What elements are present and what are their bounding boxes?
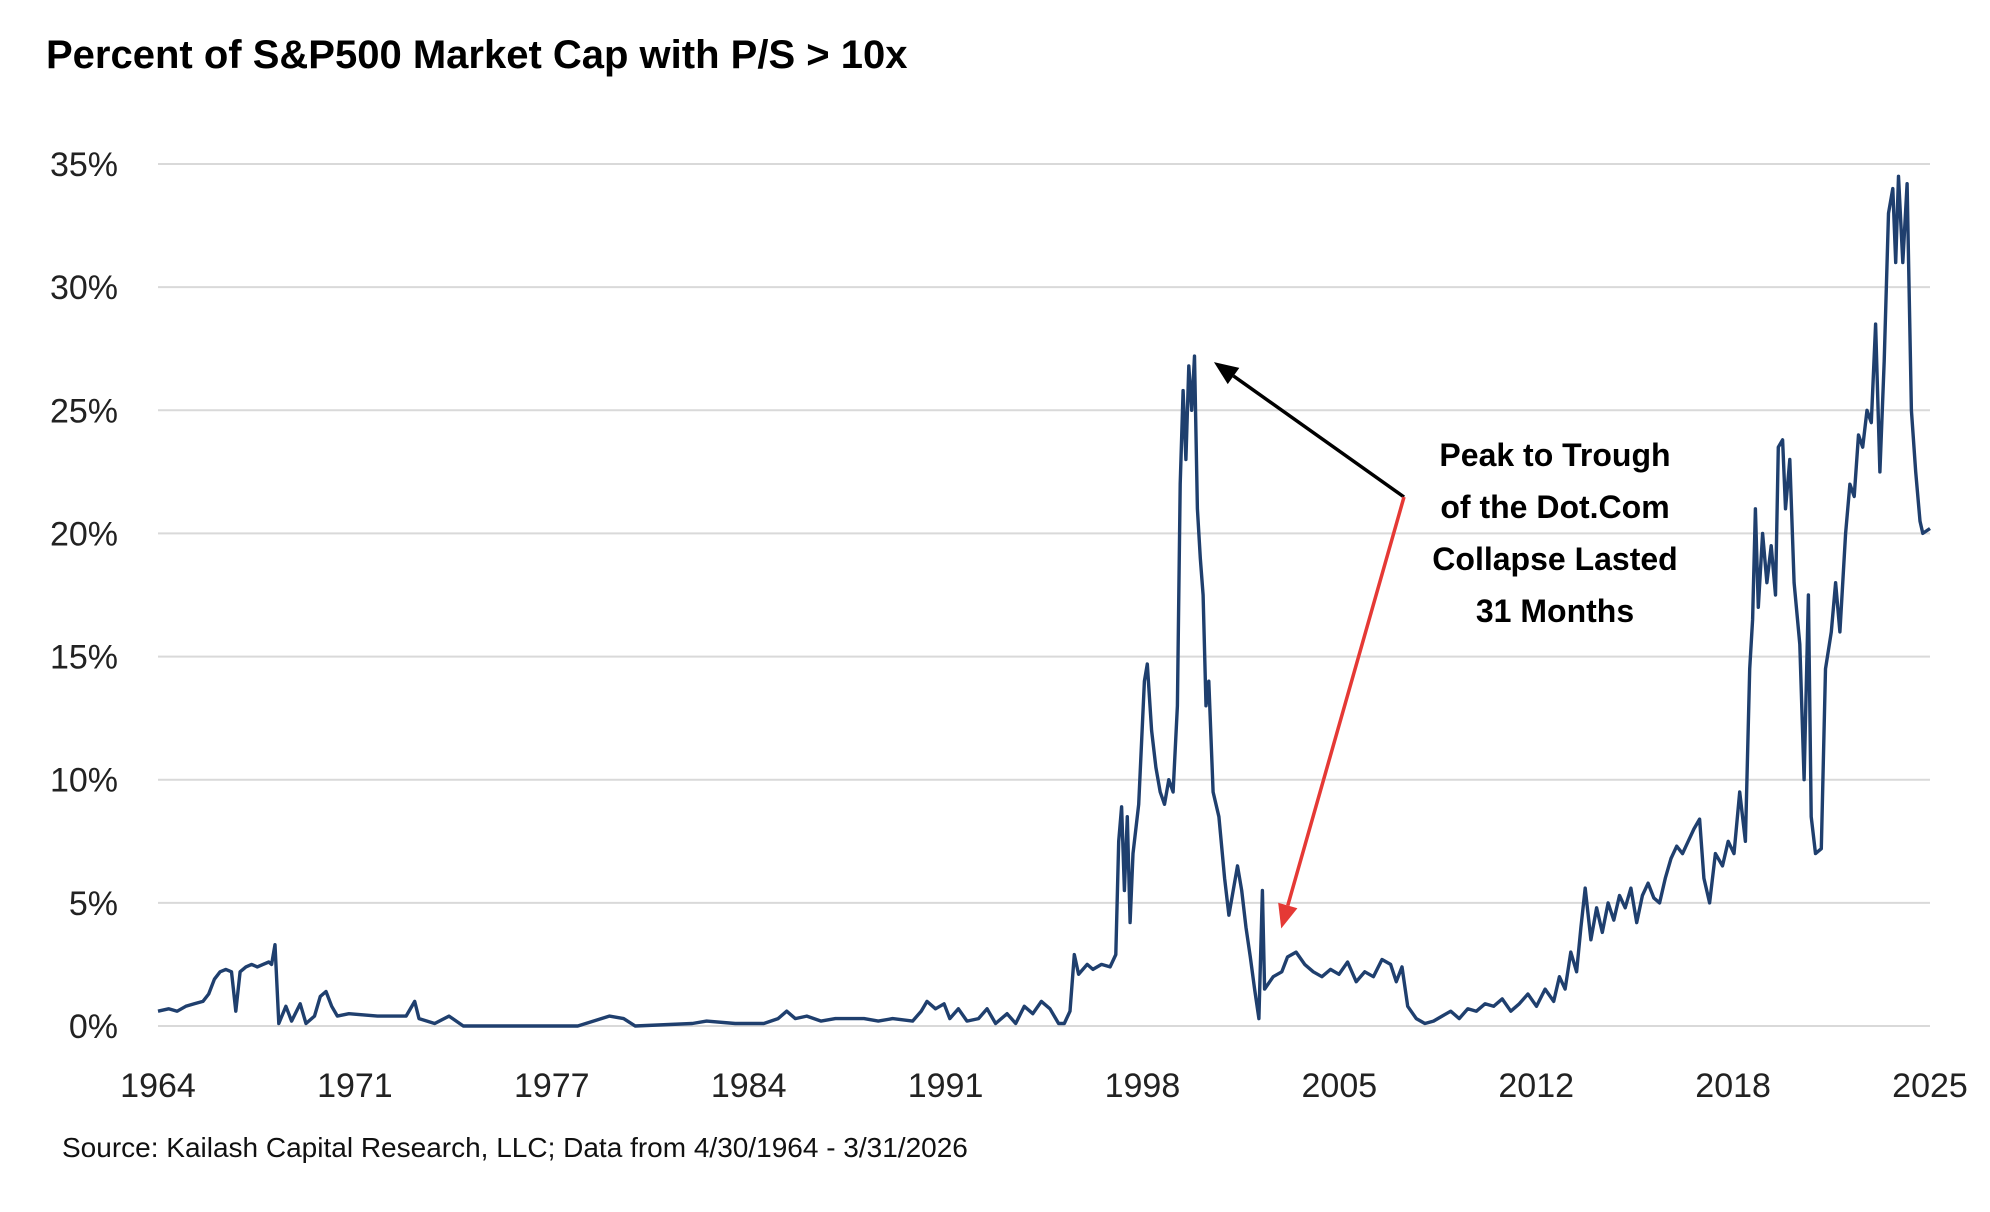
x-tick-label: 2018 bbox=[1695, 1067, 1771, 1105]
x-tick-label: 1998 bbox=[1105, 1067, 1181, 1105]
series-line bbox=[157, 174, 1931, 1028]
trough-arrow bbox=[1278, 496, 1406, 929]
x-tick-label: 2005 bbox=[1302, 1067, 1378, 1105]
x-tick-label: 1971 bbox=[317, 1067, 393, 1105]
x-tick-label: 1977 bbox=[514, 1067, 590, 1105]
y-tick-label: 35% bbox=[50, 146, 118, 184]
x-tick-label: 2012 bbox=[1498, 1067, 1574, 1105]
y-tick-label: 30% bbox=[50, 269, 118, 307]
y-tick-label: 10% bbox=[50, 762, 118, 800]
y-tick-label: 5% bbox=[69, 885, 118, 923]
peak-arrow bbox=[1213, 362, 1406, 499]
annotation-text: Collapse Lasted bbox=[1432, 541, 1677, 577]
y-tick-label: 0% bbox=[69, 1008, 118, 1046]
y-tick-label: 25% bbox=[50, 392, 118, 430]
annotation: Peak to Trough of the Dot.Com Collapse Las… bbox=[1213, 362, 1678, 929]
chart-title: Percent of S&P500 Market Cap with P/S > … bbox=[46, 33, 907, 77]
source-note: Source: Kailash Capital Research, LLC; D… bbox=[62, 1132, 968, 1163]
x-tick-label: 1991 bbox=[908, 1067, 984, 1105]
y-tick-label: 20% bbox=[50, 515, 118, 553]
x-tick-label: 1964 bbox=[120, 1067, 196, 1105]
y-axis: 0% 5% 10% 15% 20% 25% 30% 35% bbox=[50, 146, 118, 1046]
annotation-text: of the Dot.Com bbox=[1440, 489, 1669, 525]
gridlines bbox=[158, 163, 1930, 1027]
x-tick-label: 2025 bbox=[1892, 1067, 1968, 1105]
x-axis: 1964 1971 1977 1984 1991 1998 2005 2012 2018 2025 bbox=[120, 1067, 1968, 1105]
y-tick-label: 15% bbox=[50, 639, 118, 677]
annotation-text: Peak to Trough bbox=[1439, 437, 1670, 473]
x-tick-label: 1984 bbox=[711, 1067, 787, 1105]
annotation-text: 31 Months bbox=[1476, 593, 1634, 629]
